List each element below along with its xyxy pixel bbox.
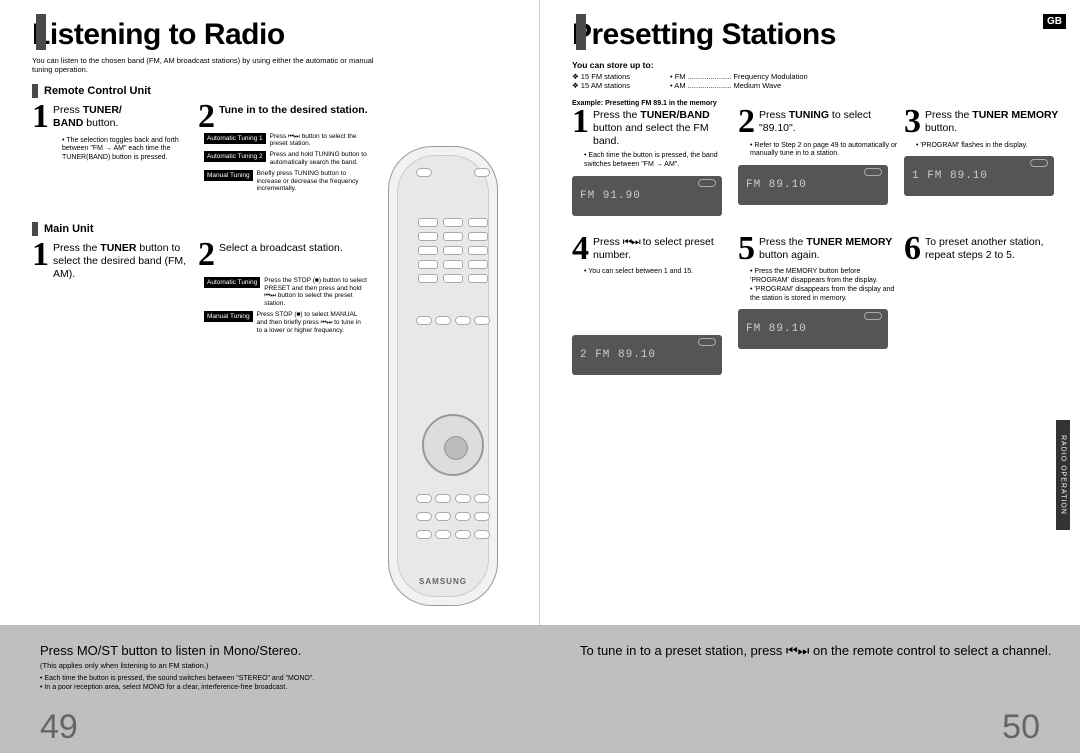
lcd-display: 2 FM 89.10 [572,335,722,375]
accent-bar [576,14,586,50]
preset-step-6: 6To preset another station, repeat steps… [904,234,1064,375]
step-3: 1 Press the TUNER button to select the d… [32,240,192,337]
lcd-display: FM 91.90 [572,176,722,216]
lcd-display: FM 89.10 [738,309,888,349]
skip-icon: ⏮⏭ [623,236,640,249]
side-tab: RADIO OPERATION [1056,420,1070,530]
page-title-left: Listening to Radio [32,18,529,52]
footer-right: To tune in to a preset station, press ⏮⏭… [540,625,1080,753]
step-1: 1 Press TUNER/BAND button. The selection… [32,102,192,196]
page-number-left: 49 [40,708,78,747]
accent-bar [36,14,46,50]
preset-step-2: 2Press TUNING to select "89.10". Refer t… [738,107,898,216]
footer-bar: Press MO/ST button to listen in Mono/Ste… [0,625,1080,753]
example-line: Example: Presetting FM 89.1 in the memor… [572,100,1070,107]
brand-label: SAMSUNG [398,577,488,586]
remote-illustration: SAMSUNG [388,146,498,606]
store-info: You can store up to: ❖ 15 FM stations❖ 1… [572,60,1070,90]
page-50: Presetting Stations GB You can store up … [540,0,1080,625]
dpad-icon [422,414,484,476]
step-4: 2 Select a broadcast station. Automatic … [198,240,368,337]
step4-tags: Automatic TuningPress the STOP (■) butto… [204,277,368,335]
preset-step-4: 4Press ⏮⏭ to select preset number. You c… [572,234,732,375]
preset-step-5: 5Press the TUNER MEMORY button again. Pr… [738,234,898,375]
page-number-right: 50 [1002,708,1040,747]
page-49: Listening to Radio You can listen to the… [0,0,540,625]
step-2: 2 Tune in to the desired station. Automa… [198,102,368,196]
step2-tags: Automatic Tuning 1Press ⏮⏭ button to sel… [204,133,368,194]
intro-left: You can listen to the chosen band (FM, A… [32,56,382,74]
step1-bullets: The selection toggles back and forth bet… [62,137,192,163]
footer-left: Press MO/ST button to listen in Mono/Ste… [0,625,540,753]
preset-step-3: 3Press the TUNER MEMORY button. 'PROGRAM… [904,107,1064,216]
lcd-display: 1 FM 89.10 [904,156,1054,196]
section-remote: Remote Control Unit [32,84,529,98]
gb-badge: GB [1043,14,1066,29]
lcd-display: FM 89.10 [738,165,888,205]
preset-step-1: 1Press the TUNER/BAND button and select … [572,107,732,216]
page-title-right: Presetting Stations [572,18,1070,52]
